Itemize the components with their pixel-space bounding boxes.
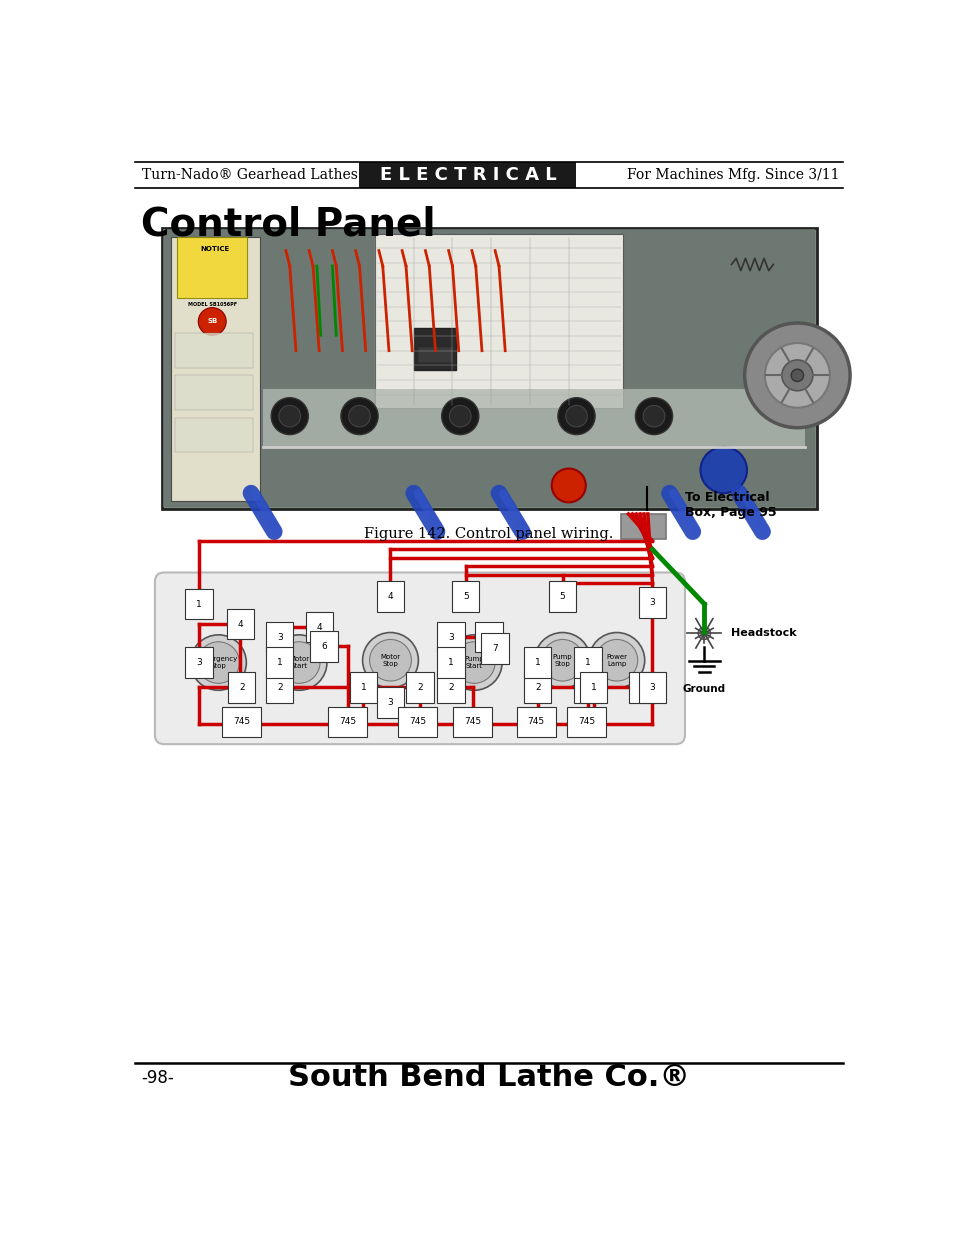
Circle shape [565, 405, 587, 427]
Circle shape [790, 369, 802, 382]
Text: 4: 4 [387, 592, 393, 601]
Text: 3: 3 [196, 658, 202, 667]
Circle shape [278, 405, 300, 427]
Circle shape [635, 398, 672, 435]
Text: Turn-Nado® Gearhead Lathes: Turn-Nado® Gearhead Lathes [142, 168, 358, 182]
Text: 745: 745 [527, 718, 544, 726]
Text: 1: 1 [639, 683, 644, 692]
Text: 1: 1 [196, 599, 202, 609]
FancyBboxPatch shape [177, 237, 247, 299]
FancyBboxPatch shape [417, 347, 452, 362]
Text: For Machines Mfg. Since 3/11: For Machines Mfg. Since 3/11 [627, 168, 840, 182]
Circle shape [700, 447, 746, 493]
Circle shape [558, 398, 595, 435]
Text: Power
Lamp: Power Lamp [606, 653, 627, 667]
Text: Ground: Ground [682, 684, 725, 694]
Text: 1: 1 [535, 658, 540, 667]
Circle shape [197, 642, 239, 683]
Circle shape [453, 642, 495, 683]
Text: Emergency
Stop: Emergency Stop [198, 656, 238, 669]
Circle shape [446, 635, 501, 690]
Text: NOTICE: NOTICE [200, 246, 230, 252]
Text: 2: 2 [276, 683, 282, 692]
Text: 4: 4 [486, 632, 491, 642]
Circle shape [271, 635, 327, 690]
Circle shape [198, 308, 226, 336]
Text: 3: 3 [649, 683, 655, 692]
Circle shape [588, 632, 644, 688]
FancyBboxPatch shape [154, 573, 684, 745]
Text: 1: 1 [448, 658, 454, 667]
Text: MODEL SB1056PF: MODEL SB1056PF [188, 303, 236, 308]
Text: Figure 142. Control panel wiring.: Figure 142. Control panel wiring. [364, 527, 613, 541]
Text: Motor
Start: Motor Start [289, 656, 309, 669]
Text: 745: 745 [233, 718, 250, 726]
Text: 5: 5 [462, 592, 468, 601]
Circle shape [744, 324, 849, 427]
Circle shape [362, 632, 418, 688]
Circle shape [369, 640, 411, 680]
FancyBboxPatch shape [414, 327, 456, 370]
Text: 2: 2 [585, 683, 590, 692]
Circle shape [191, 635, 246, 690]
FancyBboxPatch shape [262, 389, 804, 447]
Text: 6: 6 [320, 642, 326, 651]
Text: 3: 3 [448, 632, 454, 642]
Circle shape [541, 640, 583, 680]
Text: Pump
Stop: Pump Stop [552, 653, 572, 667]
Text: Motor
Stop: Motor Stop [380, 653, 400, 667]
Text: 1: 1 [584, 658, 590, 667]
Circle shape [278, 642, 319, 683]
Text: -98-: -98- [141, 1068, 173, 1087]
Text: 745: 745 [578, 718, 595, 726]
Text: Pump
Start: Pump Start [464, 656, 483, 669]
Text: 4: 4 [316, 622, 322, 631]
Text: 4: 4 [237, 620, 243, 629]
Text: 745: 745 [339, 718, 356, 726]
FancyBboxPatch shape [163, 228, 815, 508]
FancyBboxPatch shape [174, 333, 253, 368]
FancyBboxPatch shape [162, 227, 816, 509]
Circle shape [340, 398, 377, 435]
Text: 2: 2 [535, 683, 540, 692]
Circle shape [271, 398, 308, 435]
Text: Control Panel: Control Panel [141, 206, 436, 245]
Circle shape [551, 468, 585, 503]
Circle shape [781, 359, 812, 390]
FancyBboxPatch shape [171, 237, 260, 501]
Text: 5: 5 [559, 592, 565, 601]
Circle shape [449, 405, 471, 427]
Text: South Bend Lathe Co.®: South Bend Lathe Co.® [288, 1063, 689, 1092]
Text: E L E C T R I C A L: E L E C T R I C A L [379, 167, 556, 184]
Text: 2: 2 [238, 683, 244, 692]
Text: 2: 2 [448, 683, 454, 692]
Text: 1: 1 [276, 658, 282, 667]
Circle shape [534, 632, 590, 688]
Circle shape [698, 627, 710, 640]
Text: 1: 1 [360, 683, 366, 692]
Circle shape [642, 405, 664, 427]
Circle shape [596, 640, 637, 680]
Text: 745: 745 [409, 718, 426, 726]
Text: SB: SB [207, 319, 217, 325]
Circle shape [764, 343, 829, 408]
Text: 2: 2 [416, 683, 422, 692]
Text: 3: 3 [387, 698, 393, 708]
Circle shape [348, 405, 370, 427]
Text: 7: 7 [492, 645, 497, 653]
Text: 745: 745 [463, 718, 480, 726]
Text: To Electrical
Box, Page 95: To Electrical Box, Page 95 [684, 490, 776, 519]
Text: Headstock: Headstock [731, 629, 797, 638]
Circle shape [441, 398, 478, 435]
FancyBboxPatch shape [174, 417, 253, 452]
FancyBboxPatch shape [359, 162, 576, 188]
Text: 3: 3 [276, 632, 282, 642]
Text: 3: 3 [649, 598, 655, 606]
FancyBboxPatch shape [620, 514, 665, 538]
Text: 1: 1 [590, 683, 596, 692]
FancyBboxPatch shape [375, 233, 622, 409]
FancyBboxPatch shape [174, 375, 253, 410]
